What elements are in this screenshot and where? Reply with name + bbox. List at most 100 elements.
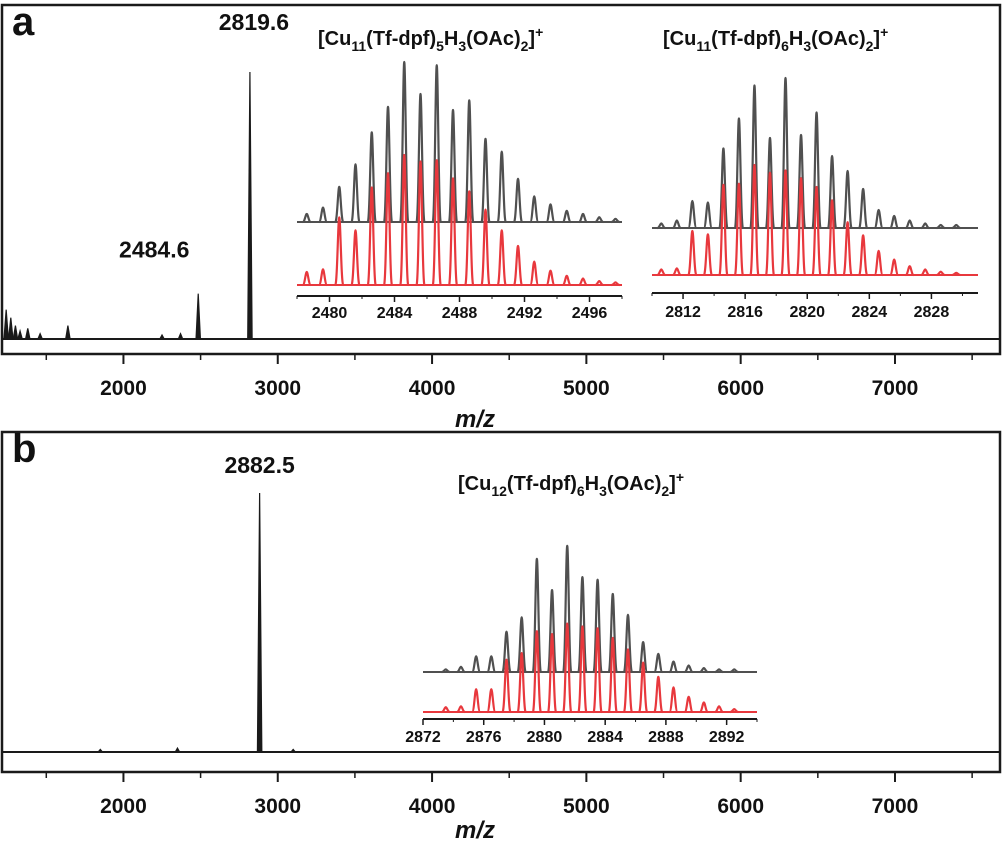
experimental-peak [811,111,822,230]
simulated-peak [545,269,556,287]
panel-a: a 2000 3000 4000 5000 6000 7000 m/z 2819.6 2484.6… [0,0,1002,433]
simulated-peak [683,695,694,714]
simulated-peak [687,229,698,277]
formula-bracket-close: ] [528,28,535,50]
experimental-peak [486,655,497,674]
simulated-peak [441,706,451,714]
experimental-peak [350,163,361,224]
simulated-peak [592,627,603,714]
simulated-peak [415,160,426,287]
inset-x-tick-label: 2484 [377,305,413,322]
x-tick-label: 2000 [100,377,147,400]
formula-bracket-open: [ [318,28,325,50]
experimental-peak [622,613,634,674]
x-tick-label: 6000 [717,377,764,400]
experimental-peak [714,668,724,674]
inset-x-tick-label: 2880 [527,729,563,746]
simulated-peak [516,651,527,714]
experimental-peak [730,668,739,674]
experimental-peak [366,131,377,224]
formula-hydride: H [444,28,458,50]
simulated-peak [546,632,558,714]
experimental-peak [562,544,573,674]
inset-x-tick-label: 2812 [665,304,701,321]
panel-label: a [12,0,35,44]
formula-acetate-count: 2 [661,483,669,499]
simulated-peak [594,279,604,287]
spectrum-peak [256,492,263,753]
simulated-peak [301,270,312,287]
formula-metal-count: 12 [491,483,507,499]
spectrum-peak [96,748,104,753]
inset-x-tick-label: 2888 [648,729,684,746]
experimental-peak [842,169,853,230]
formula-bracket-close: ] [873,28,880,50]
experimental-peak [611,217,620,224]
isotope-inset-1: [Cu11(Tf-dpf)5H3(OAc)2]+2480 2484 2488 2492… [296,24,623,322]
inset-x-tick-label: 2884 [587,729,623,746]
simulated-peak [873,249,884,277]
x-tick-label: 4000 [409,377,456,400]
formula-ligand-count: 6 [781,38,789,54]
formula-hydride: H [585,473,599,495]
formula-charge: + [535,24,543,40]
formula-bracket-open: [ [663,28,670,50]
simulated-peak [858,234,869,277]
experimental-peak [653,652,664,674]
simulated-peak [730,708,739,714]
experimental-peak [687,199,698,230]
x-tick-label: 7000 [872,795,919,818]
x-tick-label: 3000 [254,377,301,400]
experimental-peak [607,592,618,674]
x-tick-label: 2000 [100,795,147,818]
simulated-peak [718,183,729,277]
simulated-peak [749,163,760,277]
simulated-peak [826,199,838,277]
experimental-peak [657,222,666,230]
x-tick-label: 6000 [717,795,764,818]
experimental-peak [594,216,604,224]
x-tick-label: 5000 [563,795,610,818]
experimental-peak [684,664,694,674]
formula-acetate: (OAc) [466,28,520,50]
experimental-peak [873,208,884,230]
simulated-peak [486,688,497,714]
experimental-peak [431,64,442,224]
simulated-peak [562,622,573,714]
experimental-peak [480,137,491,224]
spectrum-peak [64,325,71,340]
inset-x-tick-label: 2876 [466,729,502,746]
experimental-peak [749,84,760,230]
experimental-peak [529,195,540,224]
simulated-peak [366,186,377,287]
experimental-peak [592,578,603,674]
simulated-peak [531,630,542,714]
spectrum-peak [195,293,202,340]
simulated-peak [501,658,512,714]
inset-formula: [Cu12(Tf-dpf)6H3(OAc)2]+ [458,469,684,499]
x-tick-label: 3000 [254,795,301,818]
peak-label: 2484.6 [119,237,189,263]
formula-charge: + [676,469,684,485]
formula-metal: Cu [465,473,492,495]
inset-x-tick-label: 2492 [507,305,543,322]
x-tick-label: 4000 [409,795,456,818]
experimental-peak [415,92,426,224]
peak-label: 2882.5 [224,452,295,478]
simulated-peak [562,274,572,287]
experimental-peak [334,185,345,224]
spectrum-peak [247,71,253,340]
simulated-peak [334,216,345,287]
formula-hydride: H [789,28,803,50]
simulated-peak [399,153,410,287]
simulated-peak [464,190,475,287]
simulated-peak [447,177,459,287]
experimental-peak [826,154,838,230]
inset-x-tick-label: 2872 [405,729,441,746]
experimental-peak [545,203,556,224]
simulated-peak [577,625,588,714]
formula-ligand-count: 6 [577,483,585,499]
isotope-inset-1: [Cu12(Tf-dpf)6H3(OAc)2]+ 2872 2876 2880 2884… [405,469,758,746]
